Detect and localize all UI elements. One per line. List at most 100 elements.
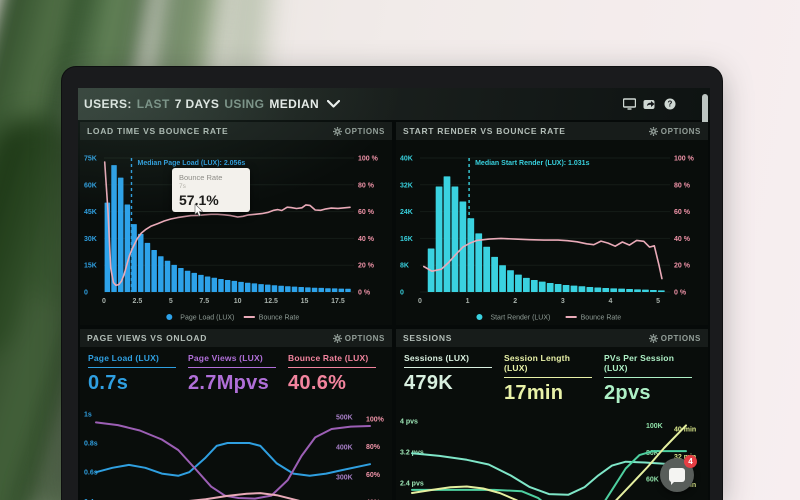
svg-text:100%: 100% xyxy=(366,416,385,423)
svg-text:10: 10 xyxy=(234,298,242,305)
metric-value: 0.7s xyxy=(88,372,129,394)
svg-text:5: 5 xyxy=(656,298,660,305)
panel-start-render-header: START RENDER VS BOUNCE RATE OPTIONS xyxy=(396,122,708,140)
svg-text:40 %: 40 % xyxy=(674,236,691,243)
svg-text:400K: 400K xyxy=(336,445,353,452)
options-button[interactable]: OPTIONS xyxy=(648,333,701,343)
metric-label: Session Length (LUX) xyxy=(504,353,592,378)
panel-title: START RENDER VS BOUNCE RATE xyxy=(403,126,566,136)
svg-text:15: 15 xyxy=(301,298,309,305)
chat-notification-badge: 4 xyxy=(684,455,697,468)
metric-session-length: Session Length (LUX) 17min xyxy=(502,351,602,405)
svg-text:4 pvs: 4 pvs xyxy=(400,418,418,425)
page-views-onload-chart: 1s0.8s0.6s0.4s500K400K300K200K100%80%60%… xyxy=(80,397,392,500)
svg-text:Bounce Rate: Bounce Rate xyxy=(581,315,622,322)
svg-text:2: 2 xyxy=(513,298,517,305)
svg-text:24K: 24K xyxy=(400,209,413,216)
metric-page-load: Page Load (LUX) 0.7s xyxy=(86,351,186,395)
gear-icon xyxy=(648,333,658,343)
load-time-chart: Bounce Rate 7s 57.1% 75K 60K 45K 30K 15K 0 100… xyxy=(80,140,392,325)
svg-text:0.6s: 0.6s xyxy=(84,470,98,477)
svg-text:60 %: 60 % xyxy=(674,209,691,216)
metric-bounce-rate: Bounce Rate (LUX) 40.6% xyxy=(286,351,386,395)
svg-text:15K: 15K xyxy=(84,263,97,270)
svg-text:60K: 60K xyxy=(84,182,97,189)
title-part: USING xyxy=(224,97,265,111)
svg-text:75K: 75K xyxy=(84,156,97,163)
share-icon[interactable] xyxy=(643,98,656,111)
svg-text:60 %: 60 % xyxy=(358,209,375,216)
dashboard-header: USERS: LAST 7 DAYS USING MEDIAN ? xyxy=(78,88,710,120)
options-label: OPTIONS xyxy=(660,126,701,136)
metric-value: 40.6% xyxy=(288,372,347,394)
svg-text:?: ? xyxy=(667,100,672,109)
svg-text:Median Start Render (LUX): 1.0: Median Start Render (LUX): 1.031s xyxy=(475,160,589,167)
svg-text:45K: 45K xyxy=(84,209,97,216)
panel-load-time-header: LOAD TIME VS BOUNCE RATE OPTIONS xyxy=(80,122,392,140)
svg-text:8K: 8K xyxy=(400,263,409,270)
svg-text:7.5: 7.5 xyxy=(199,298,209,305)
metric-value: 479K xyxy=(404,372,454,394)
svg-text:1: 1 xyxy=(466,298,470,305)
metric-pvs-per-session: PVs Per Session (LUX) 2pvs xyxy=(602,351,702,405)
svg-text:0.8s: 0.8s xyxy=(84,440,98,447)
svg-text:5: 5 xyxy=(169,298,173,305)
svg-text:16K: 16K xyxy=(400,236,413,243)
svg-text:30K: 30K xyxy=(84,236,97,243)
panel-load-time: LOAD TIME VS BOUNCE RATE OPTIONS Bounce … xyxy=(80,122,392,325)
svg-text:Start Render (LUX): Start Render (LUX) xyxy=(490,315,550,322)
metric-label: Page Load (LUX) xyxy=(88,353,176,368)
svg-text:17.5: 17.5 xyxy=(331,298,345,305)
panel-title: LOAD TIME VS BOUNCE RATE xyxy=(87,126,229,136)
svg-text:60K: 60K xyxy=(646,477,659,484)
svg-text:Bounce Rate: Bounce Rate xyxy=(259,315,300,322)
metric-value: 2pvs xyxy=(604,382,651,404)
svg-text:300K: 300K xyxy=(336,475,353,482)
monitor-icon[interactable] xyxy=(623,98,636,111)
gear-icon xyxy=(332,126,342,136)
svg-text:80 %: 80 % xyxy=(358,182,375,189)
svg-text:0 %: 0 % xyxy=(674,290,687,297)
panel-title: SESSIONS xyxy=(403,333,453,343)
svg-text:100 %: 100 % xyxy=(674,156,695,163)
title-part: USERS: xyxy=(84,97,132,111)
svg-text:0: 0 xyxy=(84,290,88,297)
svg-text:Median Page Load (LUX): 2.056s: Median Page Load (LUX): 2.056s xyxy=(137,160,245,167)
svg-text:60%: 60% xyxy=(366,472,381,479)
panel-grid: LOAD TIME VS BOUNCE RATE OPTIONS Bounce … xyxy=(80,122,708,500)
svg-text:20 %: 20 % xyxy=(358,263,375,270)
options-label: OPTIONS xyxy=(344,333,385,343)
panel-page-views-onload: PAGE VIEWS VS ONLOAD OPTIONS Page Load (… xyxy=(80,329,392,500)
metric-label: Sessions (LUX) xyxy=(404,353,492,368)
options-button[interactable]: OPTIONS xyxy=(332,126,385,136)
panel-title: PAGE VIEWS VS ONLOAD xyxy=(87,333,208,343)
svg-text:0 %: 0 % xyxy=(358,290,371,297)
dashboard-title-dropdown[interactable]: USERS: LAST 7 DAYS USING MEDIAN xyxy=(84,97,341,111)
metric-value: 17min xyxy=(504,382,564,404)
panel-sessions: SESSIONS OPTIONS Sessions (LUX) 479K Ses… xyxy=(396,329,708,500)
svg-text:2.4 pvs: 2.4 pvs xyxy=(400,481,424,488)
svg-text:0: 0 xyxy=(400,290,404,297)
svg-text:1s: 1s xyxy=(84,411,92,418)
svg-text:40 min: 40 min xyxy=(674,426,696,433)
tooltip-value: 57.1% xyxy=(179,192,219,208)
metric-label: Bounce Rate (LUX) xyxy=(288,353,376,368)
svg-text:20 %: 20 % xyxy=(674,263,691,270)
options-button[interactable]: OPTIONS xyxy=(648,126,701,136)
chat-launcher-button[interactable]: 4 xyxy=(660,455,697,492)
svg-text:100K: 100K xyxy=(646,423,663,430)
start-render-chart: 40K 32K 24K 16K 8K 0 100 % 80 % 60 % 40 % 20 % 0 % 0… xyxy=(396,140,708,325)
onload-metrics: Page Load (LUX) 0.7s Page Views (LUX) 2.… xyxy=(80,347,392,397)
metric-label: Page Views (LUX) xyxy=(188,353,276,368)
svg-text:0: 0 xyxy=(418,298,422,305)
svg-text:500K: 500K xyxy=(336,415,353,422)
title-part: 7 DAYS xyxy=(174,97,220,111)
svg-text:32K: 32K xyxy=(400,182,413,189)
svg-text:Page Load (LUX): Page Load (LUX) xyxy=(180,315,234,322)
gear-icon xyxy=(332,333,342,343)
options-button[interactable]: OPTIONS xyxy=(332,333,385,343)
mouse-cursor-icon xyxy=(194,203,204,222)
metric-value: 2.7Mpvs xyxy=(188,372,270,394)
help-icon[interactable]: ? xyxy=(663,98,676,111)
